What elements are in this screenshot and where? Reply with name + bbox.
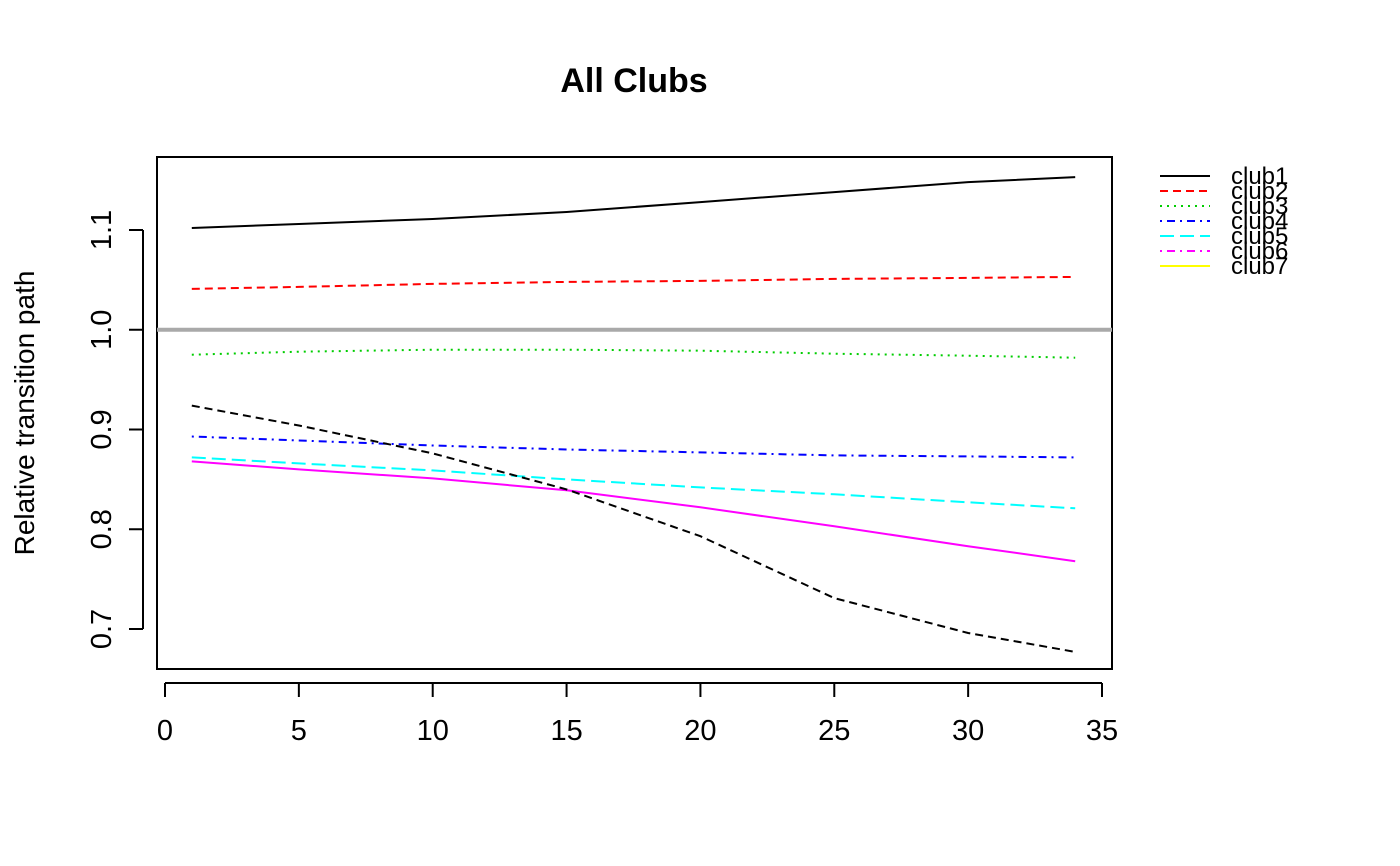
plot-frame [156,156,1113,670]
legend-label-club4: club4 [1231,208,1288,235]
legend-label-club5: club5 [1231,223,1288,250]
x-tick-label: 25 [818,715,850,747]
y-tick-label: 0.8 [86,509,118,549]
x-tick-label: 10 [417,715,449,747]
y-tick-label: 0.9 [86,409,118,449]
series-line-club5 [191,456,1076,510]
legend-label-club7: club7 [1231,253,1288,280]
legend-label-club1: club1 [1231,163,1288,190]
y-axis-label: Relative transition path [9,271,40,556]
x-tick-label: 20 [684,715,716,747]
x-tick-label: 30 [952,715,984,747]
series-line-club6 [191,460,1076,563]
y-tick-label: 0.7 [86,609,118,649]
x-tick-label: 0 [157,715,173,747]
series-group [191,176,1076,653]
series-line-club1 [191,176,1076,229]
x-axis: 0 5 10 15 20 25 30 35 [157,682,1118,747]
legend-label-club3: club3 [1231,193,1288,220]
x-tick-label: 15 [550,715,582,747]
series-line-club3 [191,348,1076,359]
y-axis: 0.7 0.8 0.9 1.0 1.1 [86,210,144,649]
series-line-club4 [191,435,1076,459]
x-tick-label: 35 [1086,715,1118,747]
y-tick-label: 1.1 [86,210,118,250]
legend-label-club6: club6 [1231,238,1288,265]
series-line-club2 [191,275,1076,290]
series-line-extra-6 [191,404,1076,653]
x-tick-label: 5 [291,715,307,747]
legend-label-club2: club2 [1231,178,1288,205]
y-tick-label: 1.0 [86,310,118,350]
chart-title: All Clubs [560,62,707,100]
